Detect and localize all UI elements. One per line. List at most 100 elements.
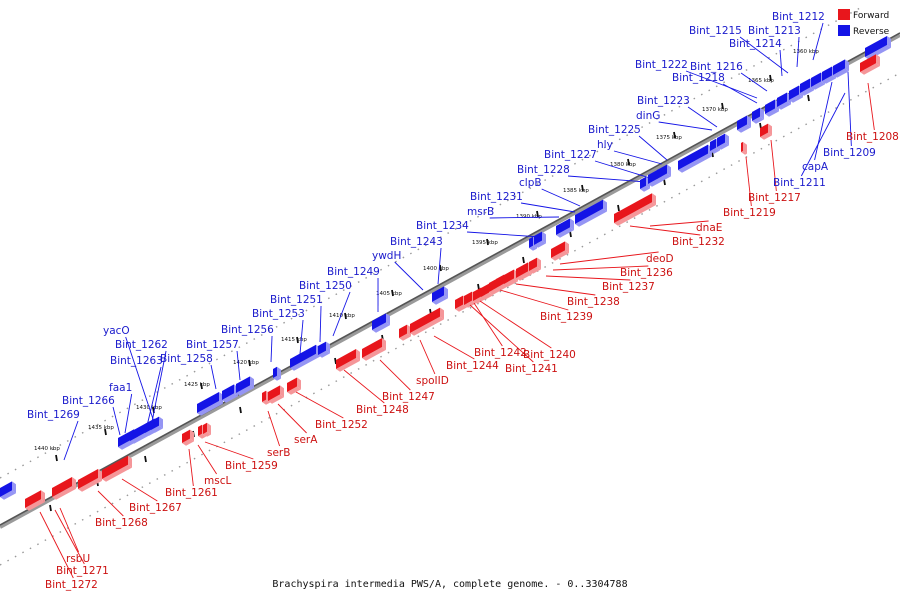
forward-gene xyxy=(362,338,386,361)
reverse-gene xyxy=(717,133,729,150)
tick-mark xyxy=(200,382,203,390)
forward-gene-label: rsbU xyxy=(66,553,90,565)
forward-gene-label: Bint_1217 xyxy=(748,192,801,204)
forward-gene-label: Bint_1272 xyxy=(45,579,98,591)
reverse-gene-label: ywdH xyxy=(372,250,401,262)
forward-leader-line xyxy=(745,156,752,207)
forward-leader-line xyxy=(419,339,436,375)
tick-mark xyxy=(391,289,394,297)
tick-label: 1420 kbp xyxy=(233,360,259,366)
reverse-leader-line xyxy=(685,70,758,99)
forward-leader-line xyxy=(515,283,596,296)
forward-gene xyxy=(504,269,518,287)
tick-mark xyxy=(104,428,107,436)
tick-mark xyxy=(296,336,299,344)
reverse-leader-line xyxy=(847,71,852,147)
forward-gene xyxy=(336,349,360,372)
tick-mark xyxy=(721,102,724,110)
legend: Forward Reverse xyxy=(838,9,890,37)
tick-mark xyxy=(439,264,442,272)
reverse-gene-label: Bint_1256 xyxy=(221,324,274,336)
tick-label: 1375 kbp xyxy=(656,135,682,141)
reverse-gene xyxy=(556,218,574,238)
reverse-gene-label: Bint_1243 xyxy=(390,236,443,248)
tick-label: 1415 kbp xyxy=(281,337,307,343)
forward-leader-line xyxy=(204,441,254,460)
forward-gene xyxy=(78,469,102,492)
reverse-leader-line xyxy=(466,231,542,238)
tick-label: 1385 kbp xyxy=(563,188,589,194)
tick-mark xyxy=(334,357,337,365)
reverse-leader-line xyxy=(541,188,581,207)
forward-gene-label: Bint_1238 xyxy=(567,296,620,308)
reverse-leader-line xyxy=(594,160,651,179)
reverse-gene-label: Bint_1231 xyxy=(470,191,523,203)
forward-leader-line xyxy=(343,369,385,404)
forward-gene xyxy=(614,193,656,226)
reverse-gene-label: yacO xyxy=(103,325,130,337)
forward-gene xyxy=(399,324,411,341)
tick-label: 1435 kbp xyxy=(88,425,114,431)
reverse-leader-line xyxy=(740,72,768,92)
tick-mark xyxy=(617,204,620,212)
forward-gene-label: Bint_1267 xyxy=(129,502,182,514)
forward-gene-label: Bint_1248 xyxy=(356,404,409,416)
reverse-gene-label: Bint_1227 xyxy=(544,149,597,161)
forward-leader-line xyxy=(54,509,85,565)
reverse-gene-label: msrB xyxy=(467,206,494,218)
reverse-leader-line xyxy=(800,92,846,177)
tick-mark xyxy=(807,94,810,102)
forward-leader-line xyxy=(552,265,649,271)
reverse-gene xyxy=(752,107,764,124)
tick-label: 1360 kbp xyxy=(793,49,819,55)
reverse-leader-line xyxy=(687,106,718,128)
reverse-leader-line xyxy=(210,364,217,390)
forward-gene-label: Bint_1244 xyxy=(446,360,499,372)
reverse-leader-line xyxy=(112,406,121,436)
forward-gene-label: Bint_1241 xyxy=(505,363,558,375)
forward-leader-line xyxy=(197,444,217,475)
reverse-gene-label: Bint_1209 xyxy=(823,147,876,159)
tick-mark xyxy=(769,74,772,82)
reverse-leader-line xyxy=(658,121,713,131)
forward-strand-guide xyxy=(0,72,900,566)
reverse-gene xyxy=(432,286,448,305)
reverse-gene-label: Bint_1216 xyxy=(690,61,743,73)
tick-label: 1380 kbp xyxy=(610,162,636,168)
tick-label: 1425 kbp xyxy=(184,382,210,388)
forward-leader-line xyxy=(267,410,281,447)
reverse-gene-label: capA xyxy=(802,161,829,173)
tick-mark xyxy=(344,312,347,320)
reverse-gene-label: hly xyxy=(597,139,613,151)
reverse-leader-line xyxy=(145,366,162,431)
tick-label: 1440 kbp xyxy=(34,446,60,452)
reverse-leader-line xyxy=(270,335,273,363)
tick-label: 1365 kbp xyxy=(748,78,774,84)
reverse-gene xyxy=(657,164,671,182)
reverse-gene-label: Bint_1251 xyxy=(270,294,323,306)
forward-gene xyxy=(287,377,301,395)
forward-gene xyxy=(529,257,541,274)
forward-gene-label: Bint_1219 xyxy=(723,207,776,219)
reverse-gene-label: dinG xyxy=(636,110,660,122)
forward-gene-label: Bint_1239 xyxy=(540,311,593,323)
forward-leader-line xyxy=(121,478,158,502)
tick-label: 1410 kbp xyxy=(329,313,355,319)
reverse-leader-line xyxy=(124,393,133,434)
reverse-gene-label: Bint_1222 xyxy=(635,59,688,71)
reverse-gene xyxy=(865,35,891,60)
forward-gene-label: serA xyxy=(294,434,318,446)
reverse-gene-label: Bint_1225 xyxy=(588,124,641,136)
tick-label: 1395 kbp xyxy=(472,240,498,246)
forward-gene-label: Bint_1240 xyxy=(523,349,576,361)
tick-mark xyxy=(581,184,584,192)
reverse-gene-label: Bint_1263 xyxy=(110,355,163,367)
reverse-gene-label: Bint_1228 xyxy=(517,164,570,176)
genome-caption: Brachyspira intermedia PWS/A, complete g… xyxy=(272,579,627,590)
forward-leader-line xyxy=(469,304,534,363)
forward-gene xyxy=(551,241,569,261)
forward-gene-label: Bint_1261 xyxy=(165,487,218,499)
reverse-gene-label: Bint_1218 xyxy=(672,72,725,84)
reverse-gene-label: clpB xyxy=(519,177,542,189)
